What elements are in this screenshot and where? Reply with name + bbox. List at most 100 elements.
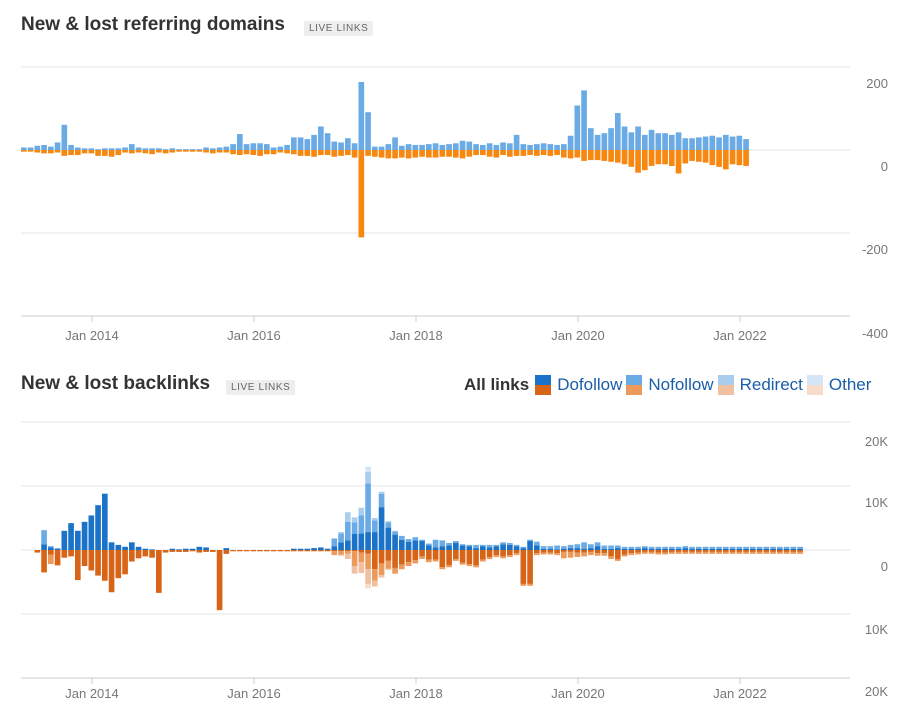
dofollow-new-bar bbox=[601, 548, 608, 550]
dofollow-lost-bar bbox=[756, 550, 763, 552]
dofollow-lost-bar bbox=[399, 550, 405, 565]
legend-redirect[interactable]: Redirect bbox=[717, 375, 803, 395]
new-domains-bar bbox=[696, 137, 702, 150]
nofollow-lost-bar bbox=[709, 551, 716, 554]
nofollow-new-bar bbox=[655, 546, 662, 549]
lost-domains-bar bbox=[203, 150, 209, 153]
dofollow-lost-bar bbox=[358, 550, 365, 553]
lost-domains-bar bbox=[277, 150, 284, 153]
dofollow-lost-bar bbox=[250, 550, 257, 552]
y-tick-label: 10K bbox=[865, 622, 888, 637]
dofollow-new-bar bbox=[135, 546, 142, 550]
dofollow-lost-bar bbox=[135, 550, 142, 559]
new-domains-bar bbox=[21, 147, 27, 150]
dofollow-lost-bar bbox=[156, 550, 162, 593]
dofollow-lost-bar bbox=[34, 550, 41, 553]
dofollow-new-bar bbox=[223, 548, 230, 550]
new-domains-bar bbox=[412, 144, 419, 150]
dofollow-lost-bar bbox=[183, 550, 189, 552]
lost-domains-bar bbox=[372, 150, 378, 157]
x-tick-label: Jan 2022 bbox=[713, 328, 767, 343]
dofollow-new-bar bbox=[736, 548, 743, 550]
nofollow-lost-bar bbox=[365, 553, 371, 570]
dofollow-lost-bar bbox=[243, 550, 250, 552]
new-domains-bar bbox=[156, 148, 162, 150]
dofollow-lost-bar bbox=[338, 550, 344, 552]
dofollow-lost-bar bbox=[554, 550, 560, 554]
nofollow-new-bar bbox=[770, 546, 776, 549]
dofollow-lost-bar bbox=[81, 550, 88, 566]
legend-all-links[interactable]: All links bbox=[464, 375, 530, 394]
dofollow-lost-bar bbox=[601, 550, 608, 554]
dofollow-lost-bar bbox=[176, 550, 182, 552]
lost-domains-bar bbox=[135, 150, 142, 153]
lost-domains-bar bbox=[628, 150, 635, 167]
lost-domains-bar bbox=[709, 150, 716, 166]
other-lost-bar bbox=[365, 583, 371, 589]
lost-domains-bar bbox=[95, 150, 101, 156]
new-domains-bar bbox=[432, 143, 439, 150]
lost-domains-bar bbox=[439, 150, 446, 157]
new-domains-bar bbox=[736, 135, 743, 150]
nofollow-new-bar bbox=[392, 531, 398, 535]
dofollow-lost-bar bbox=[41, 550, 47, 573]
redirect-new-bar bbox=[378, 491, 385, 494]
dofollow-new-bar bbox=[655, 548, 662, 550]
backlinks-live-links-badge[interactable]: LIVE LINKS bbox=[226, 380, 296, 395]
nofollow-new-bar bbox=[743, 546, 749, 549]
dofollow-new-bar bbox=[196, 546, 203, 550]
lost-domains-bar bbox=[608, 150, 614, 162]
new-domains-bar bbox=[297, 137, 304, 150]
dofollow-new-bar bbox=[574, 548, 581, 550]
new-domains-bar bbox=[115, 148, 122, 150]
nofollow-new-bar bbox=[696, 546, 702, 549]
lost-domains-bar bbox=[493, 150, 500, 158]
referring-domains-chart[interactable]: 200 0 -200 -400 Jan 2014 Jan 2016 Jan 2018 Jan … bbox=[0, 0, 914, 350]
lost-domains-bar bbox=[338, 150, 344, 156]
lost-domains-bar bbox=[716, 150, 722, 167]
dofollow-lost-bar bbox=[446, 550, 452, 566]
nofollow-new-bar bbox=[405, 539, 412, 542]
legend-nofollow[interactable]: Nofollow bbox=[626, 375, 714, 395]
nofollow-lost-bar bbox=[351, 551, 358, 566]
legend-other[interactable]: Other bbox=[806, 375, 871, 395]
dofollow-lost-bar bbox=[304, 550, 311, 552]
nofollow-lost-bar bbox=[554, 553, 560, 556]
dofollow-lost-bar bbox=[635, 550, 641, 553]
dofollow-new-bar bbox=[399, 539, 405, 550]
dofollow-lost-bar bbox=[216, 550, 223, 611]
redirect-new-bar bbox=[392, 530, 398, 532]
new-domains-bar bbox=[318, 126, 324, 150]
domains-live-links-badge[interactable]: LIVE LINKS bbox=[304, 21, 374, 36]
new-domains-bar bbox=[561, 144, 567, 150]
dofollow-lost-bar bbox=[237, 550, 243, 552]
new-domains-bar bbox=[358, 81, 365, 150]
new-domains-bar bbox=[324, 133, 331, 150]
lost-domains-bar bbox=[358, 150, 365, 238]
nofollow-new-bar bbox=[338, 533, 344, 543]
dofollow-new-bar bbox=[48, 547, 54, 550]
legend-dofollow[interactable]: Dofollow bbox=[535, 375, 622, 395]
nofollow-new-bar bbox=[547, 546, 554, 549]
lost-domains-bar bbox=[486, 150, 493, 157]
nofollow-new-bar bbox=[426, 543, 432, 546]
nofollow-new-bar bbox=[567, 544, 574, 549]
redirect-swatch-icon bbox=[717, 375, 734, 395]
nofollow-new-bar bbox=[628, 546, 635, 549]
nofollow-new-bar bbox=[723, 546, 729, 549]
lost-domains-bar bbox=[574, 150, 581, 158]
new-domains-bar bbox=[210, 148, 216, 150]
dofollow-lost-bar bbox=[122, 550, 128, 575]
dofollow-new-bar bbox=[318, 547, 324, 550]
new-domains-bar bbox=[196, 149, 203, 150]
legend-dofollow-label: Dofollow bbox=[557, 375, 623, 394]
dofollow-lost-bar bbox=[696, 550, 702, 552]
dofollow-new-bar bbox=[662, 548, 668, 550]
nofollow-lost-bar bbox=[358, 552, 365, 563]
lost-domains-bar bbox=[736, 150, 743, 166]
dofollow-lost-bar bbox=[682, 550, 689, 552]
nofollow-new-bar bbox=[554, 545, 560, 550]
nofollow-lost-bar bbox=[736, 551, 743, 554]
dofollow-new-bar bbox=[473, 548, 479, 550]
